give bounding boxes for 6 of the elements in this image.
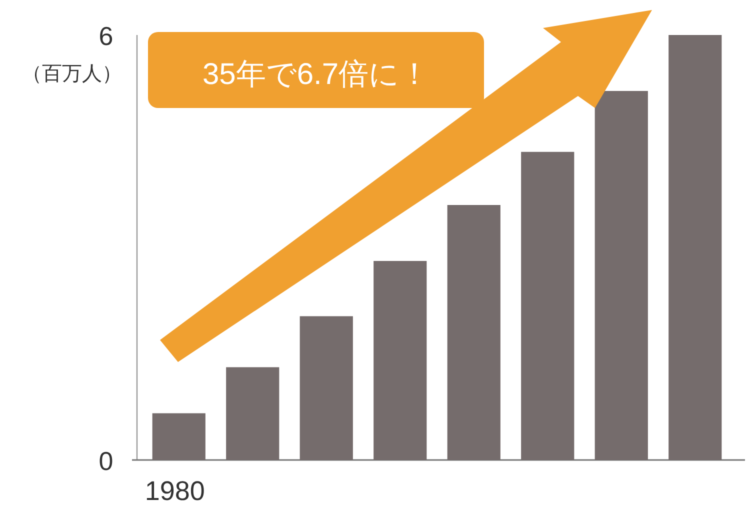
y-tick-label: 0 [98, 446, 114, 476]
y-axis-title: （百万人） [22, 63, 122, 85]
annotation: 35年で6.7倍に！ [148, 32, 484, 108]
annotation: 35年で6.7倍に！ [202, 58, 430, 91]
y-tick-label: 6 [98, 21, 114, 51]
x-tick-label: 1980 [144, 476, 205, 506]
